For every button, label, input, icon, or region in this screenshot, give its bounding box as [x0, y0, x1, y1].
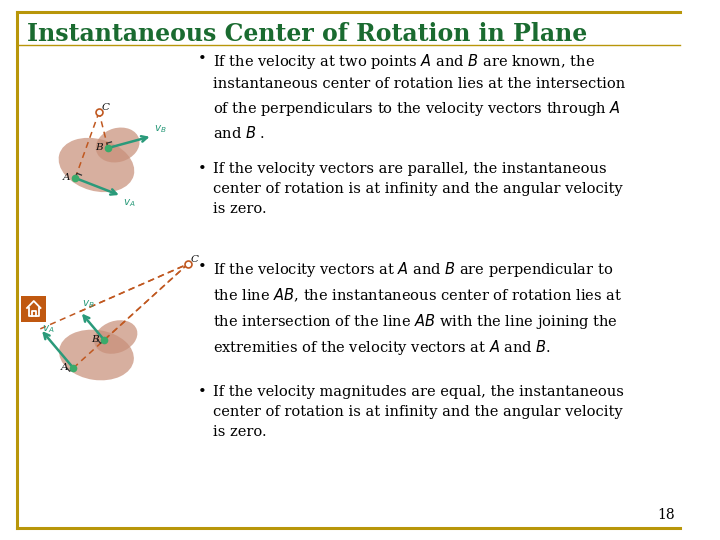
- Text: 18: 18: [657, 508, 675, 522]
- Text: C: C: [191, 255, 199, 264]
- Text: If the velocity vectors at $A$ and $B$ are perpendicular to
the line $AB$, the i: If the velocity vectors at $A$ and $B$ a…: [213, 260, 622, 357]
- Text: If the velocity at two points $A$ and $B$ are known, the
instantaneous center of: If the velocity at two points $A$ and $B…: [213, 52, 626, 141]
- Text: A: A: [60, 362, 68, 372]
- Text: •: •: [198, 385, 207, 399]
- Ellipse shape: [94, 320, 138, 354]
- Text: B: B: [96, 143, 103, 152]
- Text: If the velocity magnitudes are equal, the instantaneous
center of rotation is at: If the velocity magnitudes are equal, th…: [213, 385, 624, 439]
- Text: $v_B$: $v_B$: [154, 123, 167, 135]
- Text: •: •: [198, 52, 207, 66]
- Text: B: B: [91, 334, 99, 343]
- FancyBboxPatch shape: [21, 296, 46, 322]
- Text: C: C: [102, 103, 110, 112]
- Text: $v_B$: $v_B$: [82, 299, 94, 310]
- Ellipse shape: [96, 127, 140, 163]
- Ellipse shape: [59, 329, 134, 380]
- Ellipse shape: [58, 138, 135, 192]
- Text: •: •: [198, 162, 207, 176]
- Text: $v_A$: $v_A$: [123, 197, 136, 209]
- Text: •: •: [198, 260, 207, 274]
- Text: A: A: [63, 172, 70, 181]
- Text: Instantaneous Center of Rotation in Plane: Instantaneous Center of Rotation in Plan…: [27, 22, 588, 46]
- Text: $v_A$: $v_A$: [42, 323, 55, 335]
- Text: If the velocity vectors are parallel, the instantaneous
center of rotation is at: If the velocity vectors are parallel, th…: [213, 162, 623, 216]
